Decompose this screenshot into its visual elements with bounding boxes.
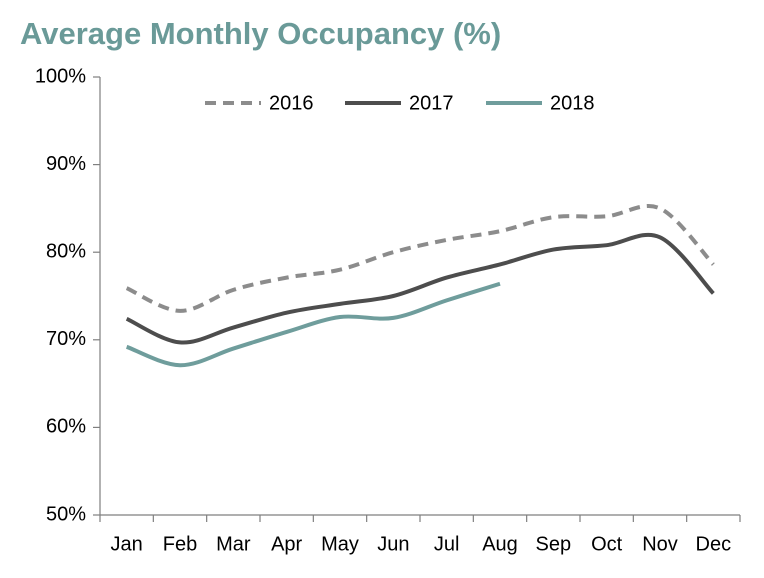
y-tick-label: 50% [46,503,86,525]
x-tick-label: Aug [482,533,518,555]
y-tick-label: 60% [46,416,86,438]
x-tick-label: Mar [216,533,251,555]
chart-title: Average Monthly Occupancy (%) [20,16,501,51]
x-tick-label: Sep [536,533,572,555]
x-tick-label: Jun [377,533,409,555]
y-tick-label: 70% [46,328,86,350]
line-series [125,232,715,345]
x-tick-label: Jan [111,533,143,555]
x-tick-label: Dec [696,533,732,555]
x-tick-label: Feb [163,533,197,555]
x-tick-label: Oct [591,533,623,555]
x-tick-label: Apr [271,533,302,555]
y-tick-label: 100% [35,65,86,87]
y-tick-label: 90% [46,153,86,175]
x-tick-label: May [321,533,359,555]
y-tick-label: 80% [46,240,86,262]
line-series [125,281,501,368]
legend-label: 2016 [269,92,314,114]
x-tick-label: Nov [642,533,678,555]
line-series [125,204,715,313]
legend-label: 2018 [550,92,595,114]
x-tick-label: Jul [434,533,460,555]
legend-label: 2017 [409,92,454,114]
